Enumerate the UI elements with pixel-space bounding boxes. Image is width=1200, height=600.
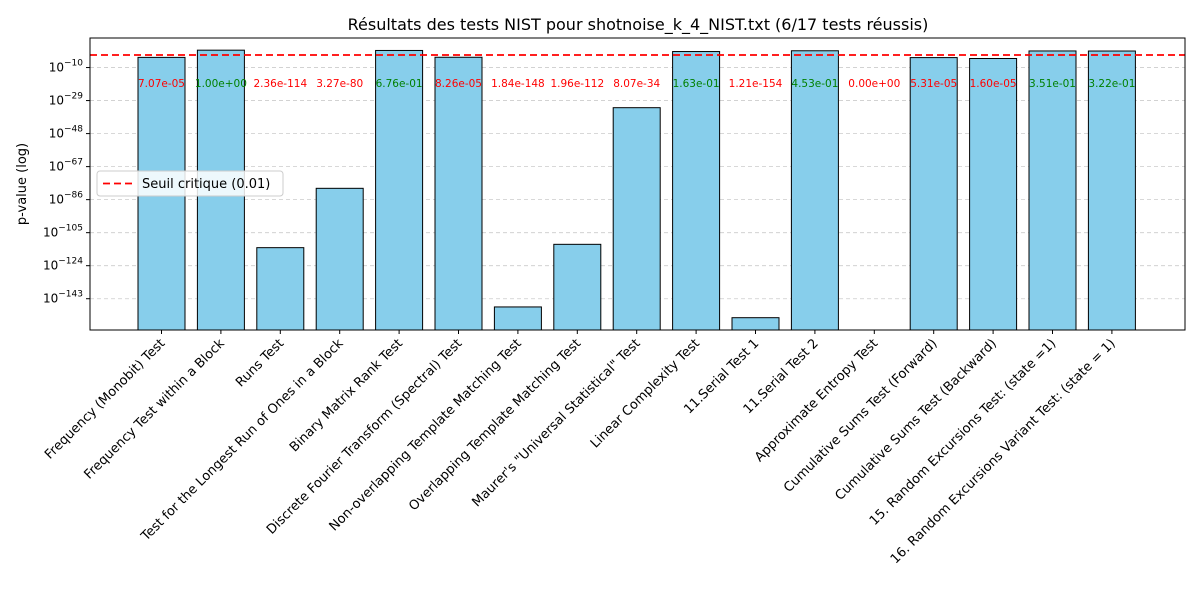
bar (1087, 50, 1136, 331)
bar (731, 317, 780, 331)
y-tick-label: 10−10 (49, 59, 84, 75)
data-label: 1.60e-05 (970, 78, 1017, 90)
data-label: 3.51e-01 (1029, 78, 1076, 90)
bar (375, 49, 424, 331)
x-tick-label: Frequency (Monobit) Test (42, 336, 168, 462)
bar (1028, 50, 1077, 331)
data-label: 3.22e-01 (1088, 78, 1135, 90)
data-label: 1.00e+00 (195, 78, 247, 90)
x-tick-label: 16. Random Excursions Variant Test: (sta… (888, 336, 1119, 567)
chart-title: Résultats des tests NIST pour shotnoise_… (348, 15, 929, 35)
legend-box (96, 170, 284, 197)
data-label: 1.63e-01 (673, 78, 720, 90)
data-label: 1.96e-112 (550, 78, 604, 90)
y-axis: 10−143 10−124 10−105 10−86 10−67 10−48 10−29 10… (43, 59, 90, 306)
bar (672, 51, 721, 331)
bar (553, 243, 602, 331)
x-tick-label: Runs Test (233, 336, 287, 390)
bar (315, 187, 364, 331)
x-tick-label: Linear Complexity Test (588, 336, 703, 451)
legend-entry: Seuil critique (0.01) (142, 177, 270, 192)
plot-frame (89, 37, 1186, 331)
data-label: 5.31e-05 (910, 78, 957, 90)
x-tick-label: Test for the Longest Run of Ones in a Bl… (138, 336, 347, 545)
y-axis-label: p-value (log) (15, 143, 30, 225)
y-tick-label: 10−29 (49, 92, 84, 108)
y-tick-label: 10−86 (49, 191, 84, 207)
bar (612, 107, 661, 331)
bar (256, 247, 305, 331)
x-tick-label: Approximate Entropy Test (752, 336, 881, 465)
data-label: 4.53e-01 (791, 78, 838, 90)
x-tick-label: Binary Matrix Rank Test (287, 336, 406, 455)
data-label: 7.07e-05 (138, 78, 185, 90)
data-label: 8.07e-34 (613, 78, 660, 90)
y-tick-label: 10−143 (43, 290, 83, 306)
data-labels: 7.07e-05 1.00e+00 2.36e-114 3.27e-80 6.76e-0… (138, 78, 1135, 90)
data-label: 2.36e-114 (253, 78, 307, 90)
data-label: 1.21e-154 (729, 78, 783, 90)
bar (790, 50, 839, 331)
bar (909, 57, 958, 331)
data-label: 0.00e+00 (848, 78, 900, 90)
data-label: 1.84e-148 (491, 78, 545, 90)
bar (493, 306, 542, 331)
legend: Seuil critique (0.01) (96, 170, 284, 197)
y-tick-label: 10−105 (43, 224, 83, 240)
bar (969, 58, 1018, 331)
y-tick-label: 10−67 (49, 158, 83, 174)
data-label: 8.26e-05 (435, 78, 482, 90)
y-tick-label: 10−48 (49, 125, 84, 141)
y-tick-label: 10−124 (43, 257, 83, 273)
data-label: 6.76e-01 (376, 78, 423, 90)
bar (434, 56, 483, 331)
bars (137, 49, 1136, 331)
data-label: 3.27e-80 (316, 78, 363, 90)
